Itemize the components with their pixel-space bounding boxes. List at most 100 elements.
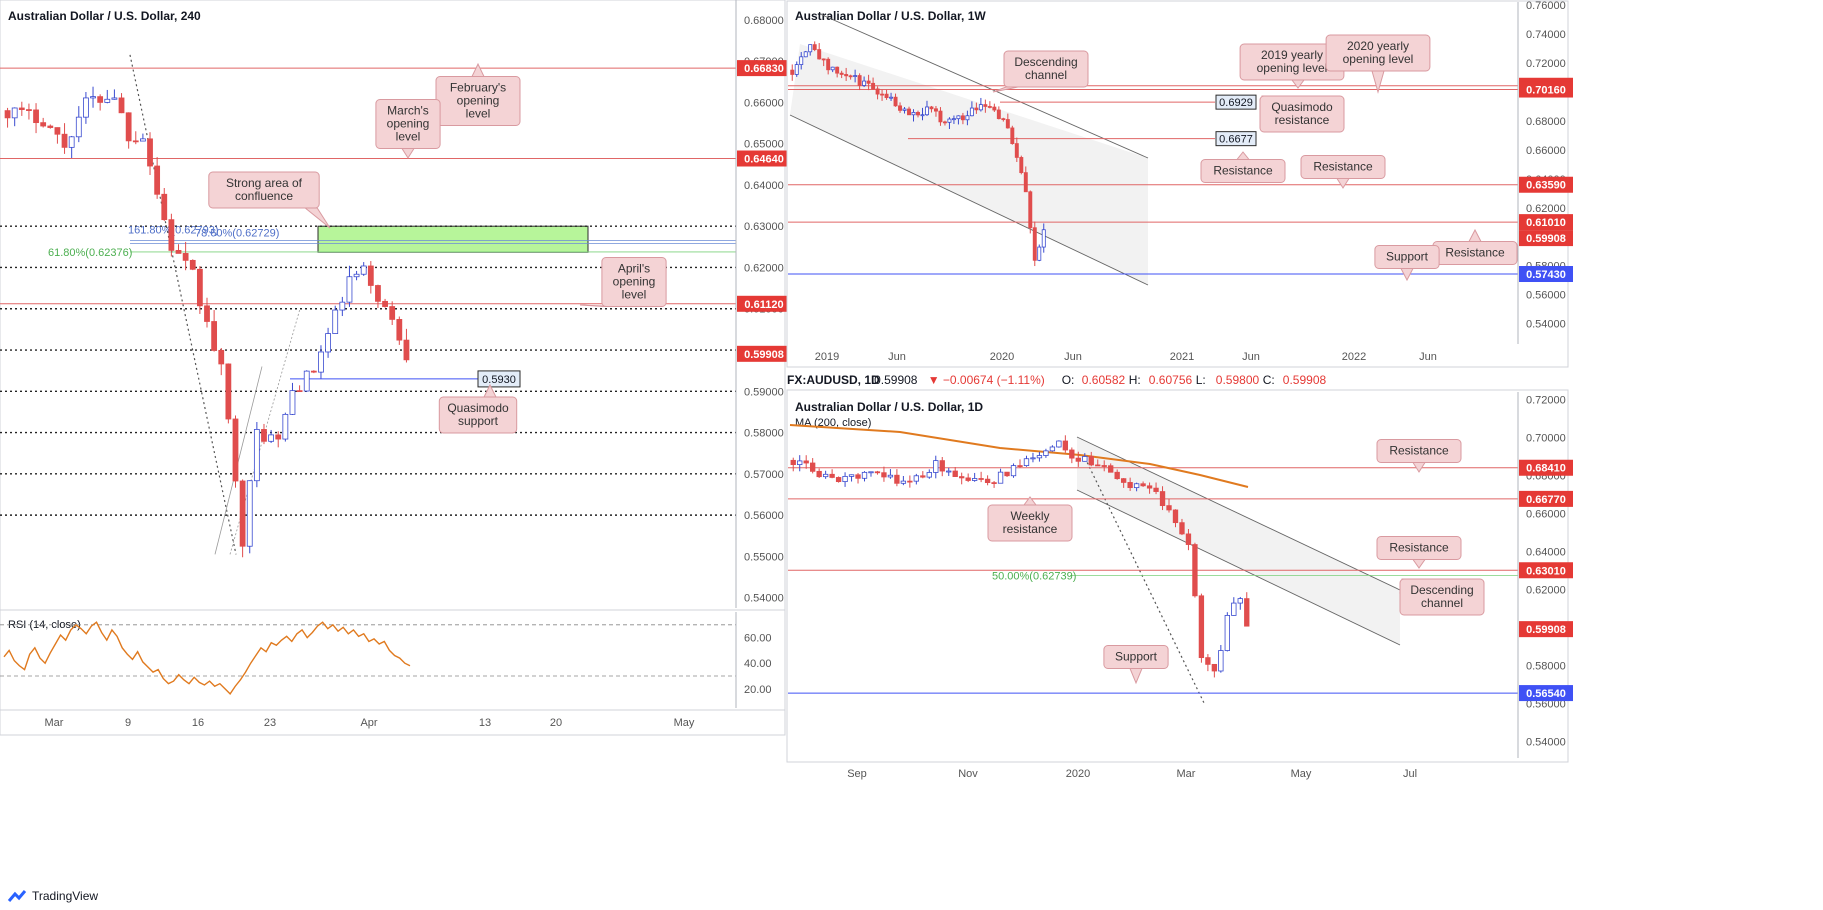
- weekly-candle[interactable]: [857, 75, 862, 86]
- h4-chart-pane[interactable]: Australian Dollar / U.S. Dollar, 240161.…: [0, 0, 791, 736]
- daily-candle[interactable]: [959, 476, 965, 479]
- daily-candle[interactable]: [1179, 522, 1185, 535]
- h4-candle[interactable]: [310, 370, 317, 373]
- h4-rsi-line[interactable]: [3, 621, 411, 696]
- h4-candle[interactable]: [296, 390, 303, 393]
- weekly-candle[interactable]: [875, 88, 880, 95]
- h4-candle[interactable]: [132, 140, 139, 143]
- weekly-candle[interactable]: [808, 44, 813, 53]
- daily-candle[interactable]: [1166, 505, 1172, 511]
- daily-candle[interactable]: [920, 475, 926, 478]
- daily-candle[interactable]: [1004, 471, 1010, 477]
- weekly-candle[interactable]: [817, 49, 822, 60]
- h4-candle[interactable]: [140, 138, 146, 142]
- daily-candle[interactable]: [855, 474, 861, 479]
- h4-candle[interactable]: [339, 301, 346, 311]
- h4-candle[interactable]: [246, 480, 253, 547]
- h4-candle[interactable]: [360, 265, 367, 275]
- weekly-candle[interactable]: [987, 106, 992, 108]
- h4-candle[interactable]: [346, 276, 353, 303]
- daily-candle[interactable]: [913, 475, 920, 482]
- weekly-candle[interactable]: [862, 80, 867, 86]
- h4-candle[interactable]: [375, 285, 381, 302]
- weekly-candle[interactable]: [916, 112, 920, 116]
- weekly-candle[interactable]: [853, 75, 858, 77]
- h4-candle[interactable]: [26, 109, 32, 111]
- weekly-candle[interactable]: [844, 74, 849, 77]
- tradingview-logo[interactable]: TradingView: [6, 889, 98, 903]
- daily-candle[interactable]: [1023, 458, 1030, 467]
- h4-candle[interactable]: [253, 429, 260, 482]
- daily-callout-weekly-resistance[interactable]: [987, 504, 1073, 542]
- daily-candle[interactable]: [1146, 485, 1153, 489]
- daily-candle[interactable]: [952, 470, 958, 477]
- h4-candle[interactable]: [154, 165, 161, 195]
- weekly-candle[interactable]: [942, 121, 947, 124]
- weekly-candle[interactable]: [1023, 172, 1028, 193]
- daily-callout-support[interactable]: [1103, 645, 1169, 669]
- h4-candle[interactable]: [232, 418, 239, 482]
- weekly-chart-pane[interactable]: Australian Dollar / U.S. Dollar, 1W 0.692…: [786, 0, 1573, 368]
- h4-candle[interactable]: [75, 116, 82, 138]
- weekly-candle[interactable]: [790, 69, 795, 75]
- h4-candle[interactable]: [367, 265, 374, 286]
- weekly-candle[interactable]: [907, 108, 911, 116]
- weekly-candle[interactable]: [803, 51, 808, 58]
- daily-candle[interactable]: [1218, 650, 1224, 672]
- daily-candle[interactable]: [1056, 440, 1062, 448]
- h4-candle[interactable]: [11, 107, 18, 119]
- h4-candle[interactable]: [47, 125, 54, 128]
- weekly-candle[interactable]: [929, 106, 934, 110]
- daily-candle[interactable]: [810, 462, 816, 472]
- weekly-candle[interactable]: [983, 104, 988, 107]
- daily-candle[interactable]: [965, 477, 971, 481]
- h4-candle[interactable]: [282, 413, 289, 440]
- daily-candle[interactable]: [842, 476, 848, 483]
- weekly-candle[interactable]: [812, 44, 817, 50]
- daily-candle[interactable]: [991, 482, 997, 484]
- h4-candle[interactable]: [396, 319, 403, 341]
- weekly-level-box[interactable]: [1215, 131, 1257, 147]
- weekly-candle[interactable]: [889, 96, 894, 99]
- h4-candle[interactable]: [175, 249, 182, 254]
- weekly-candle[interactable]: [947, 118, 952, 123]
- weekly-callout-resistance-2[interactable]: [1300, 155, 1386, 179]
- daily-candle[interactable]: [1088, 456, 1094, 466]
- daily-candle[interactable]: [1049, 446, 1056, 452]
- weekly-candle[interactable]: [960, 115, 965, 121]
- daily-candle[interactable]: [946, 470, 952, 473]
- weekly-candle[interactable]: [839, 72, 844, 75]
- h4-candle[interactable]: [211, 321, 218, 351]
- h4-candle[interactable]: [104, 98, 111, 103]
- h4-candle[interactable]: [261, 429, 267, 442]
- h4-candle[interactable]: [40, 122, 47, 127]
- daily-candle[interactable]: [1069, 449, 1075, 459]
- daily-candle[interactable]: [926, 472, 932, 478]
- h4-candle[interactable]: [125, 112, 132, 142]
- weekly-candle[interactable]: [969, 107, 974, 117]
- daily-candle[interactable]: [1030, 457, 1036, 460]
- h4-candle[interactable]: [168, 219, 175, 251]
- h4-candle[interactable]: [18, 107, 25, 110]
- h4-candle[interactable]: [111, 97, 118, 100]
- h4-candle[interactable]: [204, 305, 210, 322]
- h4-candle[interactable]: [147, 138, 153, 167]
- daily-callout-channel[interactable]: [1399, 578, 1485, 616]
- weekly-candle[interactable]: [956, 115, 961, 120]
- daily-candle[interactable]: [1237, 598, 1243, 604]
- daily-candle[interactable]: [933, 460, 939, 473]
- daily-candle[interactable]: [797, 460, 803, 466]
- h4-candle[interactable]: [97, 96, 104, 103]
- h4-callout-march[interactable]: [375, 99, 441, 149]
- h4-confluence-zone[interactable]: [317, 225, 589, 253]
- daily-candle[interactable]: [1062, 440, 1069, 451]
- daily-ma200-line[interactable]: [789, 424, 1249, 488]
- daily-candle[interactable]: [790, 459, 796, 466]
- daily-candle[interactable]: [1043, 450, 1049, 456]
- weekly-candle[interactable]: [965, 115, 970, 121]
- h4-candle[interactable]: [182, 253, 189, 261]
- daily-candle[interactable]: [1198, 595, 1205, 659]
- h4-candle[interactable]: [4, 110, 11, 119]
- h4-candle[interactable]: [268, 434, 274, 442]
